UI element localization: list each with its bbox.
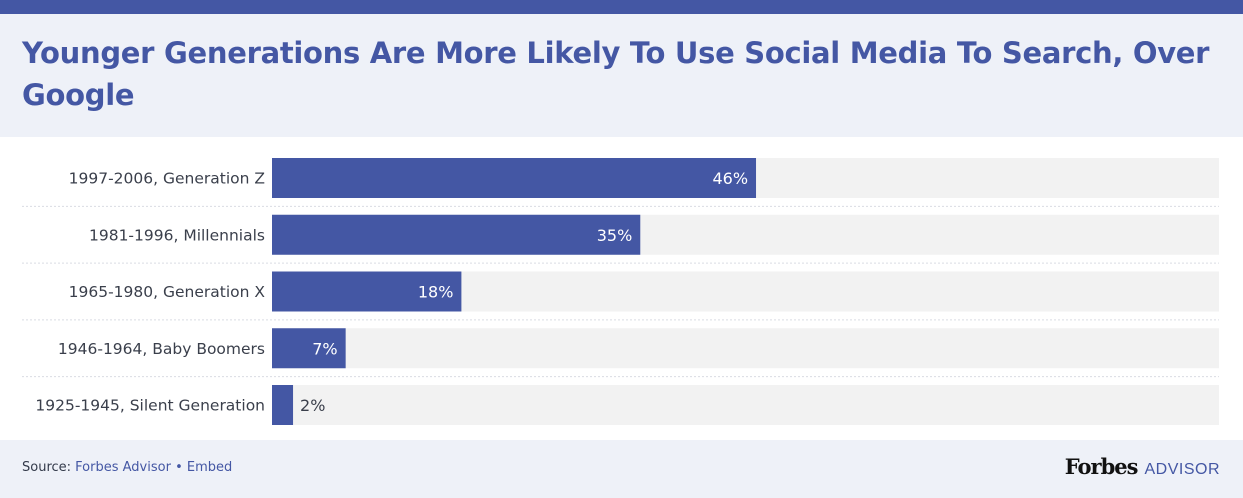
separator: •	[175, 460, 183, 475]
category-label: 1946-1964, Baby Boomers	[58, 340, 265, 358]
header: Younger Generations Are More Likely To U…	[0, 14, 1243, 137]
top-accent-band	[0, 0, 1243, 14]
category-label: 1925-1945, Silent Generation	[35, 397, 265, 415]
category-label: 1981-1996, Millennials	[89, 226, 265, 244]
source-line: Source: Forbes Advisor • Embed	[22, 460, 232, 475]
forbes-advisor-logo: Forbes ADVISOR	[1065, 454, 1220, 479]
bar	[272, 328, 346, 369]
bar	[272, 158, 757, 198]
value-label: 7%	[312, 339, 337, 358]
category-label: 1965-1980, Generation X	[69, 283, 266, 301]
category-label: 1997-2006, Generation Z	[69, 170, 265, 188]
chart-title: Younger Generations Are More Likely To U…	[22, 36, 1210, 112]
brand-sub: ADVISOR	[1144, 461, 1220, 478]
brand-logo: Forbes	[1064, 454, 1139, 479]
value-label: 35%	[597, 226, 633, 245]
bar	[272, 385, 294, 425]
source-prefix: Source:	[22, 460, 72, 475]
value-label: 2%	[300, 396, 325, 415]
value-label: 18%	[418, 283, 454, 302]
value-label: 46%	[712, 169, 748, 188]
bar-chart: 1997-2006, Generation Z 46% 1981-1996, Mil…	[22, 158, 1219, 425]
source-link[interactable]: Forbes Advisor	[75, 460, 171, 475]
bar-track	[272, 328, 1219, 369]
chart-area: 1997-2006, Generation Z 46% 1981-1996, Mil…	[0, 137, 1243, 440]
bar-track	[272, 385, 1219, 425]
bar	[272, 271, 462, 312]
footer: Source: Forbes Advisor • Embed Forbes AD…	[0, 440, 1243, 498]
embed-link[interactable]: Embed	[186, 460, 233, 475]
bar	[272, 214, 641, 255]
